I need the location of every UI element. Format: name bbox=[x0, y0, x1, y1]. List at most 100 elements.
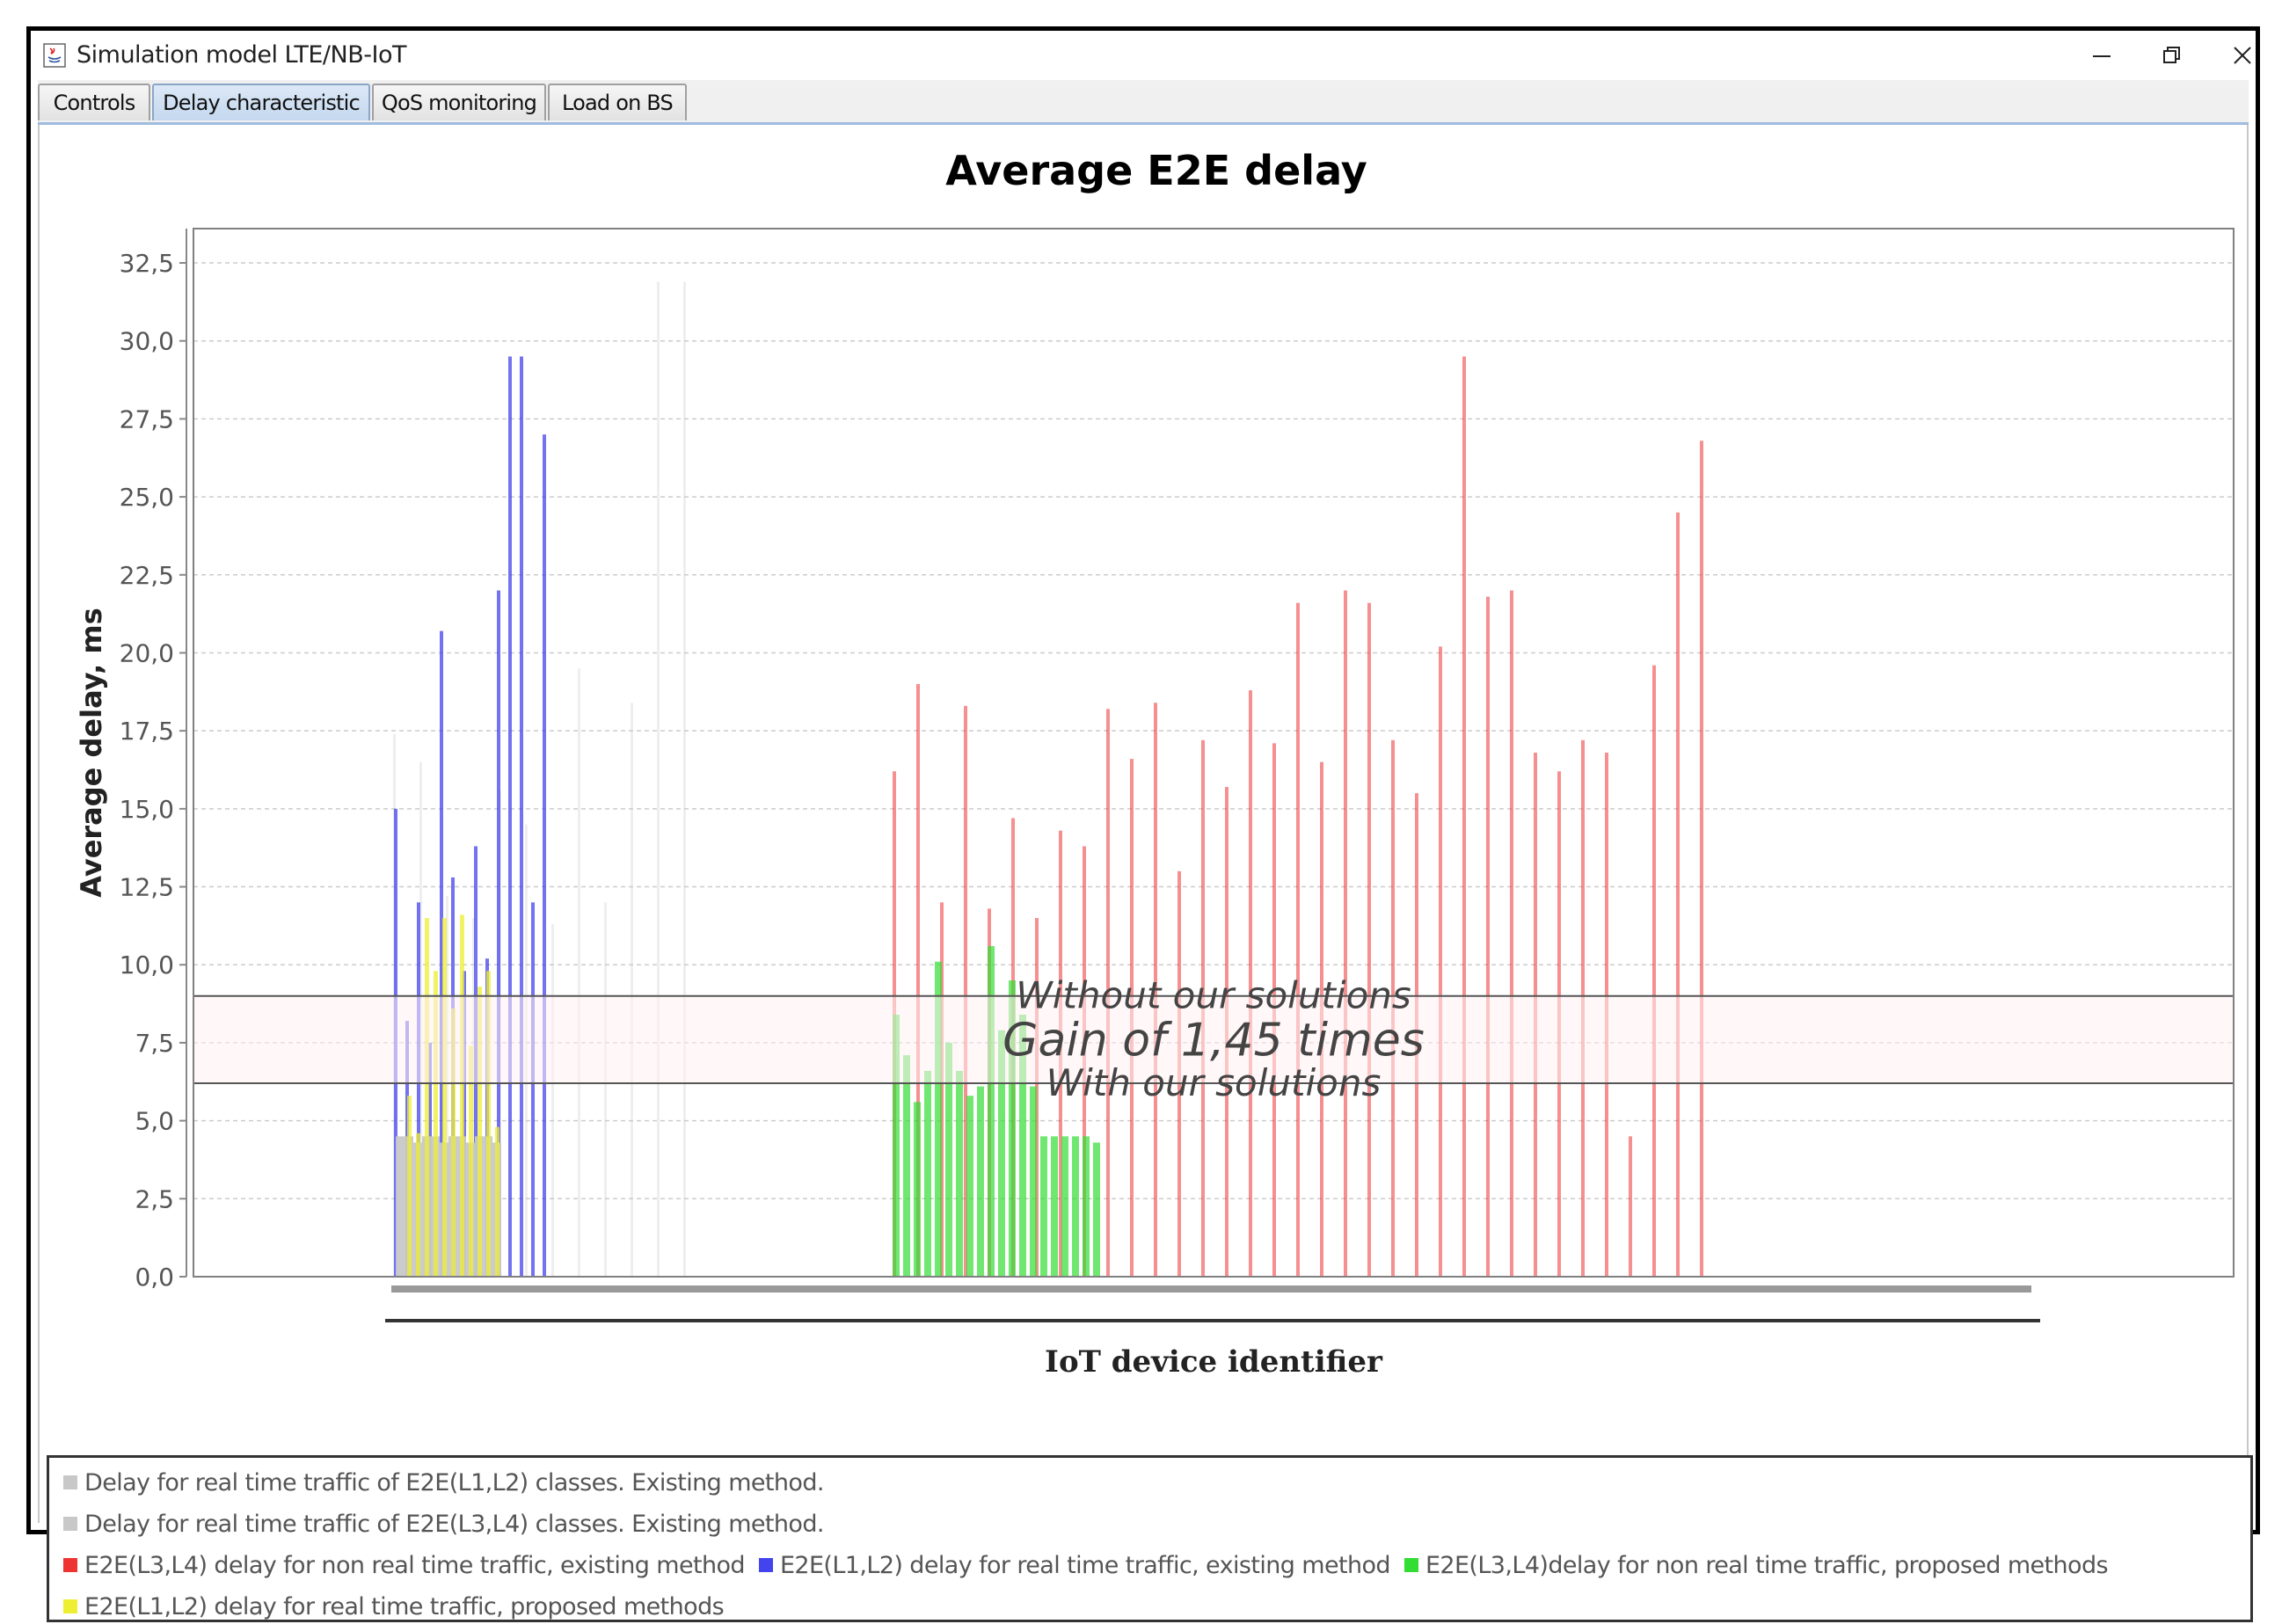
y-tick-label: 22,5 bbox=[120, 561, 174, 590]
legend-label: E2E(L3,L4)delay for non real time traffi… bbox=[1425, 1551, 2109, 1579]
bars bbox=[393, 281, 1703, 1278]
bar bbox=[551, 924, 554, 1277]
minimize-button[interactable] bbox=[2071, 34, 2133, 76]
bar bbox=[434, 971, 438, 1277]
bar bbox=[1106, 709, 1110, 1277]
without-solutions-label: Without our solutions bbox=[1016, 974, 1411, 1017]
bar bbox=[440, 630, 443, 1277]
bar bbox=[1439, 646, 1442, 1277]
gain-annotation: Gain of 1,45 times bbox=[1002, 1014, 1425, 1067]
bar bbox=[945, 1042, 952, 1277]
tab-strip: Controls Delay characteristic QoS monito… bbox=[38, 80, 2249, 125]
chart-title: Average E2E delay bbox=[945, 147, 1367, 194]
bar bbox=[1676, 512, 1680, 1277]
y-axis-label: Average delay, ms bbox=[75, 608, 108, 898]
plot-area bbox=[193, 228, 2235, 1278]
bar bbox=[1344, 590, 1347, 1277]
bar bbox=[425, 918, 429, 1277]
bar bbox=[966, 1096, 973, 1277]
app-window: Simulation model LTE/NB-IoT Controls Del… bbox=[26, 26, 2260, 1622]
bar bbox=[988, 945, 995, 1277]
bar bbox=[446, 896, 448, 1277]
y-tick-label: 27,5 bbox=[120, 404, 174, 433]
java-app-icon bbox=[43, 43, 66, 68]
legend-swatch bbox=[63, 1475, 77, 1489]
bar bbox=[1296, 602, 1300, 1277]
close-button[interactable] bbox=[2212, 34, 2273, 76]
legend-row: E2E(L3,L4) delay for non real time traff… bbox=[49, 1548, 2109, 1583]
bar bbox=[543, 434, 546, 1278]
bar bbox=[531, 902, 535, 1277]
bar bbox=[924, 1070, 931, 1277]
bar bbox=[1040, 1136, 1047, 1277]
y-tick-label: 30,0 bbox=[120, 327, 174, 356]
legend-item: Delay for real time traffic of E2E(L1,L2… bbox=[63, 1469, 824, 1497]
bar bbox=[1051, 1136, 1058, 1277]
chart-panel: Average E2E delay 0,0 2,5 5,0 7,5 10,0 12,5 15… bbox=[38, 125, 2253, 1622]
bar bbox=[508, 356, 512, 1277]
reference-band bbox=[193, 994, 2234, 1085]
tab-load-on-bs[interactable]: Load on BS bbox=[548, 84, 687, 120]
bar bbox=[1083, 1136, 1090, 1277]
bar bbox=[407, 1096, 412, 1277]
legend-item: E2E(L1,L2) delay for real time traffic, … bbox=[758, 1552, 1391, 1579]
tab-controls[interactable]: Controls bbox=[38, 84, 150, 120]
restore-button[interactable] bbox=[2141, 34, 2203, 76]
bar bbox=[1629, 1136, 1632, 1277]
bar bbox=[578, 668, 580, 1277]
legend-label: Delay for real time traffic of E2E(L3,L4… bbox=[84, 1510, 824, 1538]
bar bbox=[442, 918, 447, 1277]
y-tick-label: 25,0 bbox=[120, 483, 174, 512]
tab-label: Delay characteristic bbox=[163, 91, 361, 115]
tab-qos-monitoring[interactable]: QoS monitoring bbox=[372, 84, 546, 120]
tab-delay-characteristic[interactable]: Delay characteristic bbox=[152, 84, 370, 120]
bar bbox=[478, 987, 482, 1277]
y-tick-label: 20,0 bbox=[120, 638, 174, 667]
legend-label: E2E(L1,L2) delay for real time traffic, … bbox=[84, 1592, 725, 1620]
bar bbox=[486, 971, 491, 1277]
y-axis-ticks: 0,0 2,5 5,0 7,5 10,0 12,5 15,0 17,5 20,0 22,5 25,0… bbox=[120, 229, 187, 1292]
with-solutions-label: With our solutions bbox=[1046, 1061, 1382, 1104]
bar-series bbox=[407, 914, 499, 1277]
bar-series bbox=[893, 945, 1100, 1277]
bar bbox=[1019, 1015, 1026, 1277]
bar bbox=[631, 703, 633, 1277]
y-tick-label: 0,0 bbox=[135, 1263, 174, 1292]
title-bar[interactable]: Simulation model LTE/NB-IoT bbox=[31, 31, 2256, 80]
bar bbox=[396, 1136, 405, 1277]
bar bbox=[1249, 690, 1252, 1277]
bar bbox=[460, 914, 464, 1277]
bar bbox=[1072, 1136, 1079, 1277]
bar bbox=[977, 1086, 984, 1277]
bar bbox=[683, 281, 686, 1277]
legend-item: E2E(L1,L2) delay for real time traffic, … bbox=[63, 1592, 725, 1620]
y-tick-label: 2,5 bbox=[135, 1184, 174, 1213]
legend-label: E2E(L3,L4) delay for non real time traff… bbox=[84, 1551, 746, 1579]
bar bbox=[1510, 590, 1513, 1277]
y-tick-label: 7,5 bbox=[135, 1029, 174, 1058]
bar bbox=[495, 1126, 499, 1277]
tab-label: Controls bbox=[53, 91, 136, 115]
tab-label: Load on BS bbox=[561, 91, 674, 115]
y-tick-label: 5,0 bbox=[135, 1107, 174, 1136]
gain-band bbox=[193, 995, 2234, 1084]
legend-swatch bbox=[63, 1517, 77, 1531]
legend-item: Delay for real time traffic of E2E(L3,L4… bbox=[63, 1511, 824, 1538]
x-axis-label: IoT device identifier bbox=[1045, 1344, 1383, 1380]
legend-row: E2E(L1,L2) delay for real time traffic, … bbox=[49, 1589, 725, 1624]
legend-swatch bbox=[1403, 1558, 1418, 1572]
legend-item: E2E(L3,L4)delay for non real time traffi… bbox=[1403, 1551, 2109, 1579]
y-tick-label: 17,5 bbox=[120, 717, 174, 746]
bar bbox=[1093, 1142, 1100, 1277]
bar bbox=[914, 1102, 921, 1277]
bar bbox=[1030, 1086, 1037, 1277]
bar bbox=[1061, 1136, 1068, 1277]
bar bbox=[604, 902, 607, 1277]
legend-swatch bbox=[63, 1558, 77, 1572]
bar bbox=[903, 1055, 910, 1277]
bar bbox=[1367, 602, 1371, 1277]
tab-label: QoS monitoring bbox=[381, 91, 537, 115]
y-tick-label: 12,5 bbox=[120, 873, 174, 902]
close-icon bbox=[2234, 47, 2251, 64]
bar bbox=[1009, 979, 1016, 1277]
